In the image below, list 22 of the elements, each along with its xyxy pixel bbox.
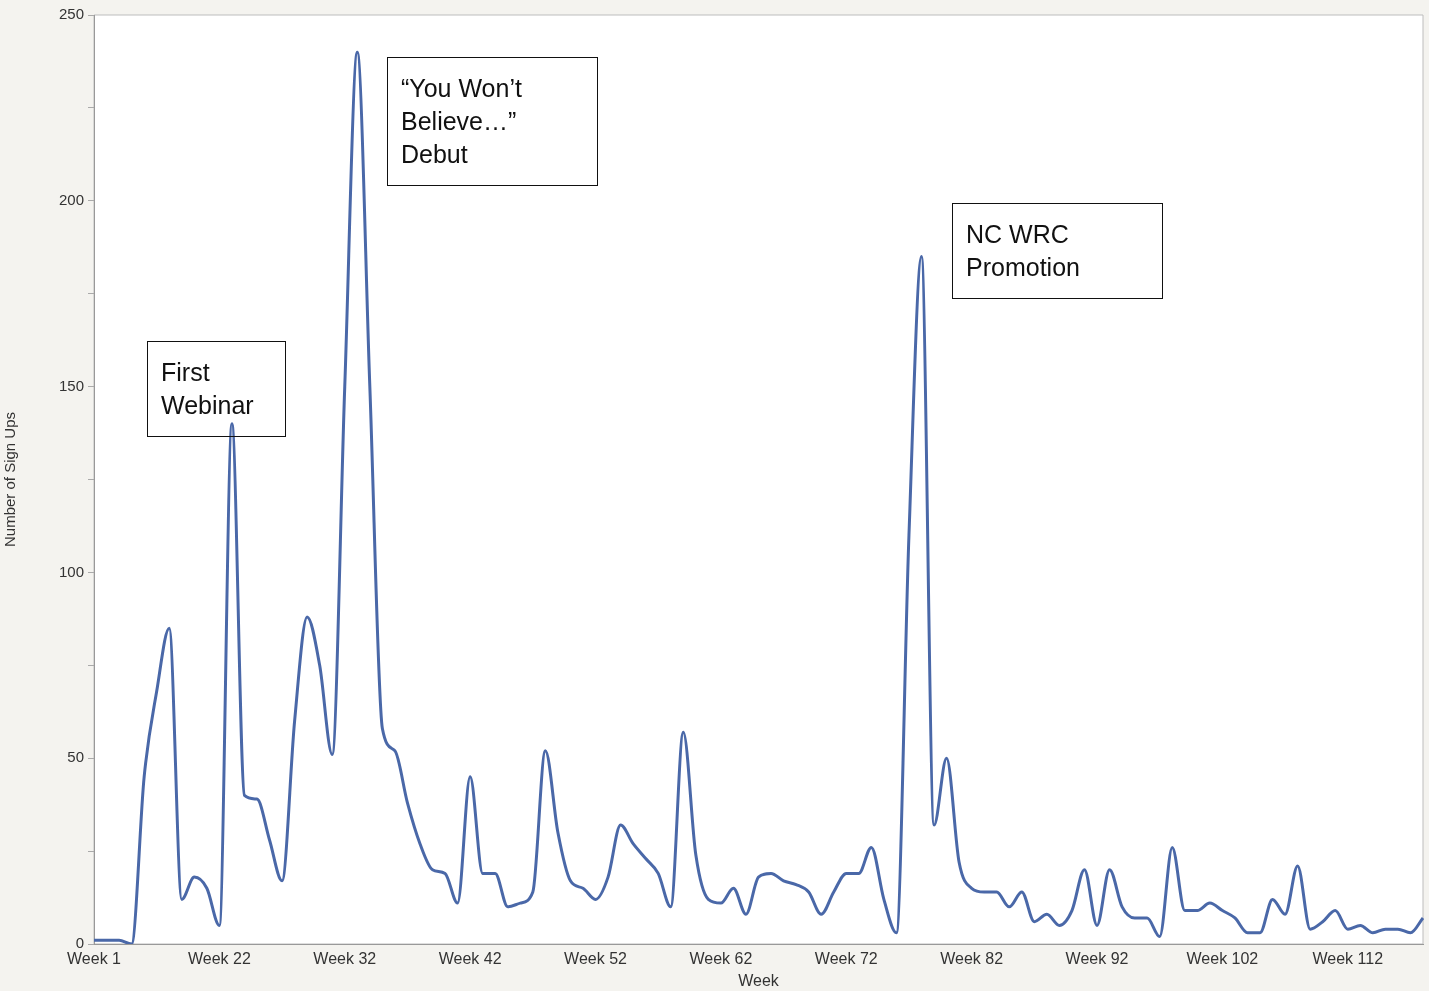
x-tick-label: Week 62 [689,950,753,968]
y-tick-label: 0 [75,934,84,952]
y-tick-label: 100 [58,562,84,580]
y-tick-label: 200 [58,190,84,208]
x-tick-label: Week 52 [564,950,628,968]
annotation: “You Won’t Believe…” Debut [387,57,598,186]
annotation: First Webinar [147,341,286,437]
y-tick-label: 150 [58,376,84,394]
x-tick-label: Week 1 [67,950,122,968]
y-axis-title: Number of Sign Ups [1,411,19,548]
y-tick-label: 50 [67,748,84,766]
x-tick-label: Week 82 [940,950,1004,968]
annotation: NC WRC Promotion [952,203,1163,299]
x-tick-label: Week 72 [814,950,878,968]
x-tick-label: Week 92 [1065,950,1129,968]
x-tick-label: Week 42 [438,950,502,968]
y-tick-label: 250 [58,5,84,23]
x-tick-label: Week 22 [187,950,251,968]
x-tick-label: Week 102 [1186,950,1259,968]
x-tick-label: Week 32 [313,950,377,968]
x-axis-title: Week [738,971,780,989]
x-tick-label: Week 112 [1312,950,1384,968]
